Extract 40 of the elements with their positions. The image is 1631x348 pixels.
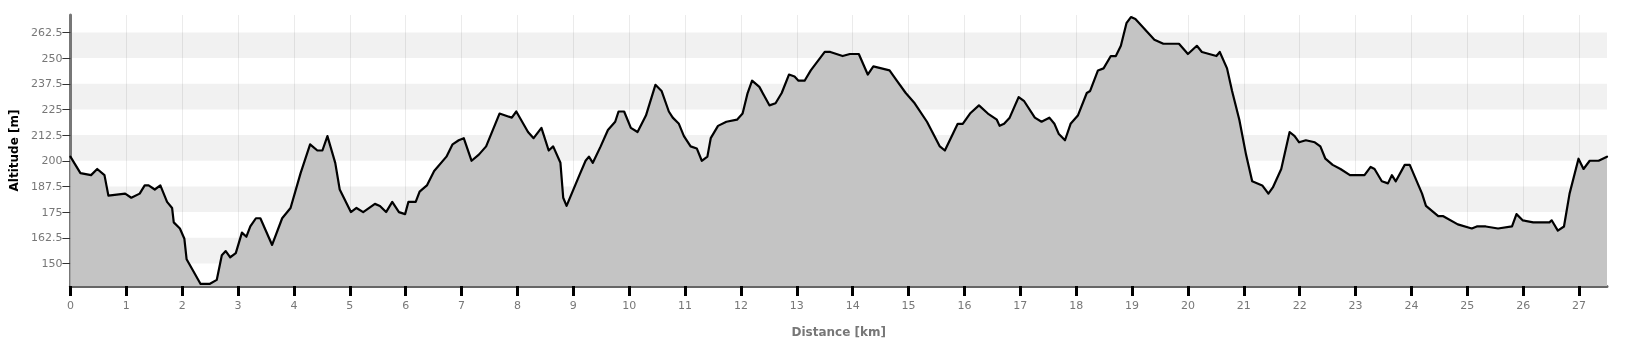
x-axis-title: Distance [km]	[791, 325, 886, 339]
y-tick-label: 200	[41, 154, 63, 168]
x-tick-label: 8	[513, 299, 521, 312]
y-tick-label: 187.5	[30, 179, 63, 193]
y-axis-title: Altitude [m]	[7, 109, 21, 192]
x-tick-label: 23	[1348, 299, 1363, 312]
x-tick-label: 2	[178, 299, 186, 312]
x-tick-label: 27	[1572, 299, 1587, 312]
x-tick-label: 3	[234, 299, 242, 312]
x-tick-label: 12	[733, 299, 748, 312]
x-tick-label: 16	[957, 299, 972, 312]
x-tick-label: 10	[622, 299, 637, 312]
y-tick-label: 162.5	[30, 231, 63, 245]
x-tick-label: 11	[678, 299, 693, 312]
x-tick-label: 25	[1460, 299, 1475, 312]
x-tick-label: 26	[1516, 299, 1531, 312]
x-tick-label: 24	[1404, 299, 1419, 312]
x-tick-label: 18	[1069, 299, 1084, 312]
x-tick-label: 1	[122, 299, 130, 312]
y-tick-label: 262.5	[30, 25, 63, 39]
y-tick-label: 250	[41, 51, 63, 65]
x-tick-label: 17	[1013, 299, 1028, 312]
y-tick-label: 225	[41, 102, 63, 116]
x-tick-label: 5	[346, 299, 354, 312]
y-tick-label: 150	[41, 256, 63, 270]
x-tick-label: 0	[66, 299, 74, 312]
x-tick-label: 4	[290, 299, 298, 312]
x-tick-label: 15	[901, 299, 916, 312]
y-tick-label: 237.5	[30, 77, 63, 91]
y-tick-label: 175	[41, 205, 63, 219]
x-tick-label: 19	[1125, 299, 1140, 312]
x-tick-label: 9	[569, 299, 577, 312]
x-tick-label: 13	[789, 299, 804, 312]
x-tick-label: 21	[1236, 299, 1251, 312]
x-tick-label: 7	[458, 299, 466, 312]
x-tick-label: 22	[1292, 299, 1307, 312]
x-tick-label: 20	[1180, 299, 1195, 312]
x-tick-label: 14	[845, 299, 860, 312]
y-tick-label: 212.5	[30, 128, 63, 142]
x-tick-label: 6	[402, 299, 410, 312]
